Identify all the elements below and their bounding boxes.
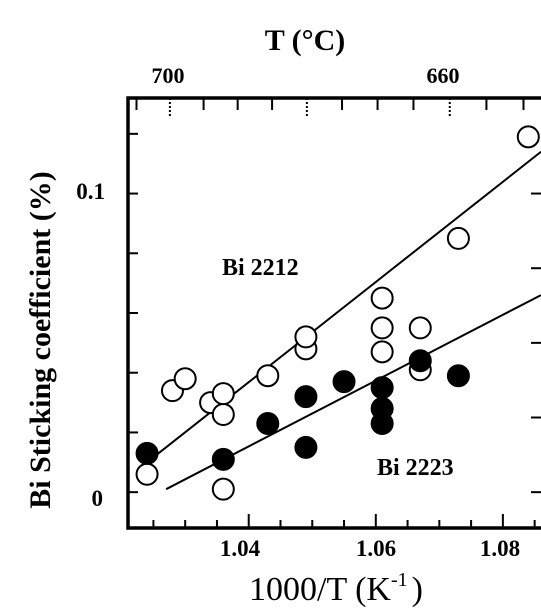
x-tick-label-1.08: 1.08 (480, 536, 520, 561)
top-axis-label: T (°C) (265, 24, 346, 57)
plot-frame (126, 96, 541, 530)
y-tick-label-0.1: 0.1 (76, 179, 105, 204)
point-bi-2223 (211, 447, 235, 471)
x-axis-label-close: ) (412, 571, 423, 608)
point-bi-2223 (370, 411, 394, 435)
x-axis-label-sup: -1 (391, 569, 408, 591)
point-bi-2212 (256, 364, 280, 388)
point-bi-2212 (370, 340, 394, 364)
y-tick-label-0: 0 (92, 486, 104, 511)
fit-lines (146, 150, 541, 491)
x-tick-labels: 1.04 1.06 1.08 (220, 536, 520, 561)
top-axis-title: T (°C) (265, 24, 346, 57)
annotation-bi-2212: Bi 2212 (222, 255, 299, 281)
x-tick-label-1.06: 1.06 (356, 536, 396, 561)
point-bi-2212 (516, 125, 540, 149)
point-bi-2212 (135, 462, 159, 486)
point-bi-2223 (446, 364, 470, 388)
point-bi-2212 (370, 286, 394, 310)
point-bi-2223 (294, 435, 318, 459)
top-axis-tick-labels: 700 660 (152, 63, 460, 88)
point-bi-2223 (332, 370, 356, 394)
axis-ticks (128, 98, 541, 528)
y-axis-title: Bi Sticking coefficient (%) (24, 171, 57, 508)
point-bi-2212 (446, 226, 470, 250)
annotation-bi-2223: Bi 2223 (377, 455, 454, 481)
top-tick-label-700: 700 (152, 63, 185, 88)
point-bi-2212 (408, 316, 432, 340)
x-tick-label-1.04: 1.04 (220, 536, 261, 561)
fit-line-bi-2212 (146, 150, 541, 464)
annotations: Bi 2212 Bi 2223 (222, 255, 454, 481)
y-tick-labels: 0 0.1 (76, 179, 105, 511)
point-bi-2212 (211, 477, 235, 501)
top-tick-label-660: 660 (427, 63, 460, 88)
x-axis-title: 1000/T (K-1) (249, 569, 423, 608)
point-bi-2212 (211, 382, 235, 406)
point-bi-2212 (370, 316, 394, 340)
plot-frame-layer (126, 96, 541, 530)
y-axis-label: Bi Sticking coefficient (%) (24, 171, 57, 508)
point-bi-2223 (408, 349, 432, 373)
point-bi-2212 (173, 367, 197, 391)
point-bi-2212 (211, 403, 235, 427)
x-axis-label: 1000/T (K-1) (249, 569, 423, 608)
point-bi-2223 (294, 385, 318, 409)
x-axis-label-main: 1000/T (K (249, 571, 391, 608)
point-bi-2223 (256, 411, 280, 435)
point-bi-2223 (370, 376, 394, 400)
data-points (135, 125, 540, 501)
point-bi-2223 (135, 441, 159, 465)
point-bi-2212 (294, 325, 318, 349)
